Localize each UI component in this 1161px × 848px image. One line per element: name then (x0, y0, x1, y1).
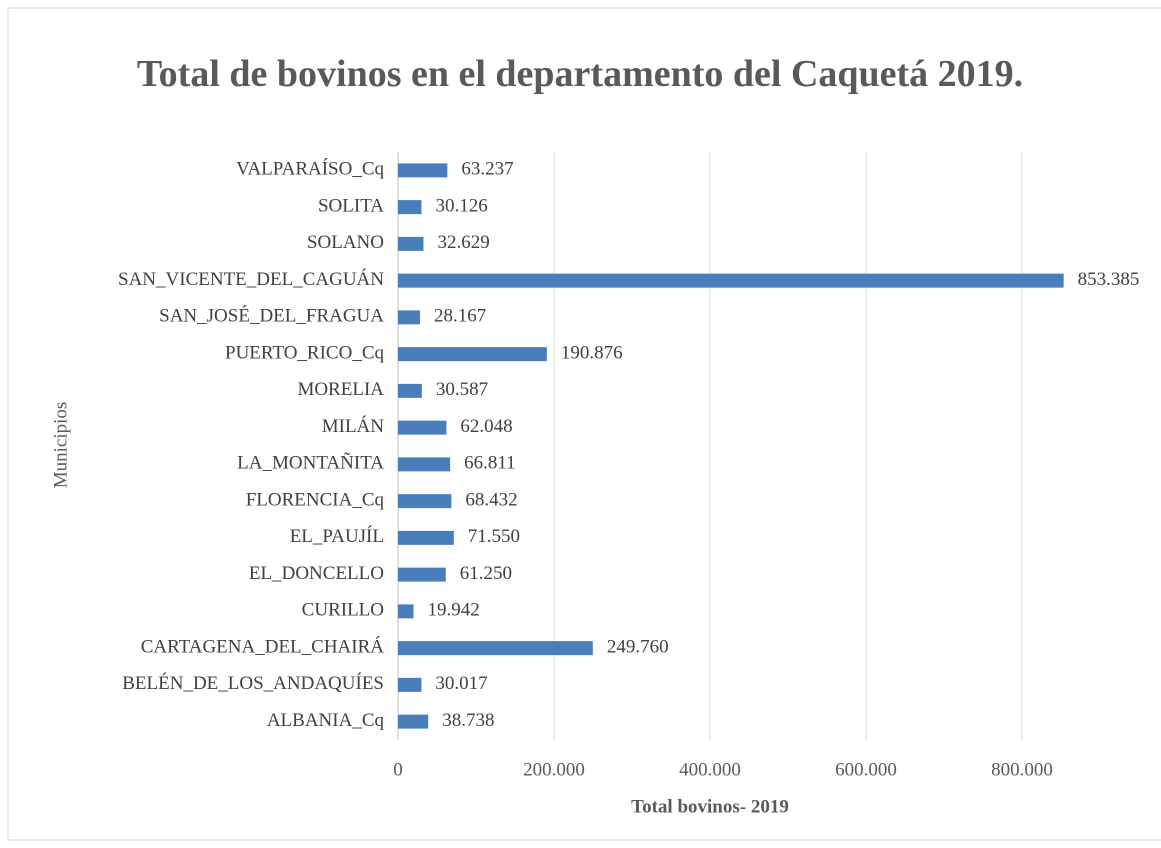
bar (398, 530, 454, 545)
value-label: 71.550 (468, 526, 520, 547)
y-tick-label: ALBANIA_Cq (267, 710, 385, 731)
y-tick-label: SOLITA (318, 195, 384, 216)
bar (398, 604, 414, 619)
x-tick-label: 200.000 (523, 759, 585, 780)
bar (398, 383, 422, 398)
x-tick-label: 800.000 (991, 759, 1053, 780)
y-tick-label: BELÉN_DE_LOS_ANDAQUÍES (122, 672, 384, 694)
y-tick-label: MILÁN (322, 415, 385, 437)
bar (398, 273, 1064, 288)
bar (398, 420, 447, 435)
x-tick-label: 600.000 (835, 759, 897, 780)
x-tick-label: 0 (393, 759, 403, 780)
frame (7, 7, 1161, 841)
value-label: 32.629 (437, 232, 489, 253)
x-tick-label: 400.000 (679, 759, 741, 780)
y-tick-label: FLORENCIA_Cq (246, 489, 385, 510)
bar (398, 494, 452, 509)
y-tick-label: CURILLO (302, 600, 384, 621)
bar (398, 677, 422, 692)
value-label: 62.048 (460, 416, 512, 437)
y-tick-label: EL_DONCELLO (249, 563, 384, 584)
value-label: 28.167 (434, 306, 486, 327)
y-tick-label: VALPARAÍSO_Cq (236, 158, 384, 180)
bar (398, 457, 451, 472)
value-label: 68.432 (465, 489, 517, 510)
bar (398, 200, 422, 215)
y-tick-label: MORELIA (297, 379, 384, 400)
value-label: 38.738 (442, 710, 494, 731)
value-label: 61.250 (460, 563, 512, 584)
chart-title: Total de bovinos en el departamento del … (136, 53, 1024, 95)
bar (398, 567, 446, 582)
y-tick-label: LA_MONTAÑITA (237, 452, 384, 474)
value-label: 66.811 (464, 453, 516, 474)
y-tick-label: EL_PAUJÍL (290, 525, 384, 547)
bar (398, 641, 593, 656)
y-axis-title: Municipios (50, 402, 71, 489)
value-label: 30.017 (435, 673, 487, 694)
value-label: 30.587 (436, 379, 488, 400)
bar (398, 714, 429, 729)
value-label: 63.237 (461, 159, 513, 180)
bar (398, 347, 547, 362)
y-tick-label: SAN_VICENTE_DEL_CAGUÁN (118, 268, 384, 290)
value-label: 19.942 (428, 600, 480, 621)
bar (398, 310, 420, 325)
y-tick-label: SOLANO (307, 232, 384, 253)
value-label: 30.126 (435, 195, 487, 216)
bar (398, 236, 424, 251)
bar (398, 163, 448, 178)
x-axis-title: Total bovinos- 2019 (631, 796, 789, 817)
y-tick-label: SAN_JOSÉ_DEL_FRAGUA (159, 305, 384, 327)
value-label: 853.385 (1078, 269, 1140, 290)
value-label: 190.876 (561, 342, 623, 363)
y-tick-label: PUERTO_RICO_Cq (225, 342, 384, 363)
value-label: 249.760 (607, 636, 669, 657)
y-tick-label: CARTAGENA_DEL_CHAIRÁ (141, 635, 385, 657)
